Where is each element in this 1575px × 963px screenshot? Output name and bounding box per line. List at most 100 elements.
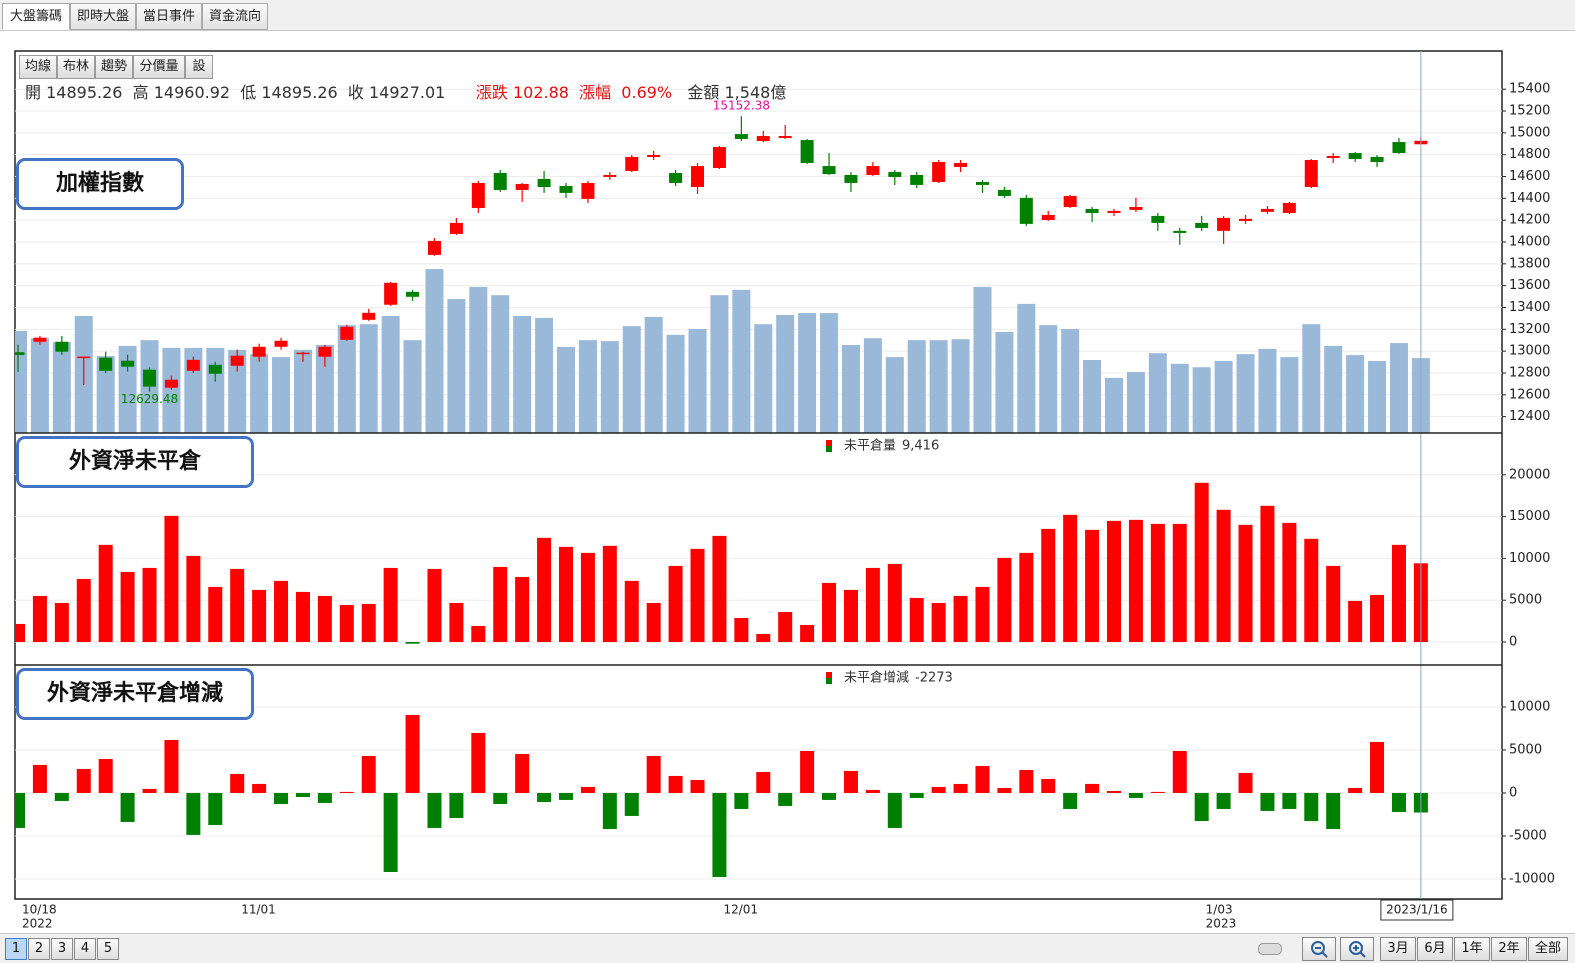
x-year-label: 2022: [22, 917, 53, 931]
bar: [1260, 505, 1275, 643]
legend-swatch: [826, 440, 832, 446]
y-tick-label: -5000: [1509, 828, 1547, 843]
bar: [865, 567, 880, 643]
y-tick-label: 0: [1509, 785, 1517, 800]
tab[interactable]: 資金流向: [202, 3, 268, 30]
label: 收: [347, 83, 364, 102]
bar: [887, 792, 902, 828]
candle-body: [15, 352, 25, 355]
volume-bar: [1126, 372, 1145, 433]
cursor-date-box: [1380, 899, 1454, 921]
bar: [142, 567, 157, 643]
bar: [559, 792, 573, 800]
panel-title: 外資淨未平倉: [16, 436, 254, 488]
bar: [405, 714, 420, 793]
tab[interactable]: 大盤籌碼: [2, 3, 70, 30]
volume-bar: [1170, 363, 1189, 433]
y-tick-label: 10000: [1509, 551, 1550, 566]
volume-bar: [666, 334, 685, 433]
tool-button[interactable]: 分價量: [133, 55, 185, 79]
legend-swatch: [826, 446, 832, 452]
bar: [537, 792, 552, 802]
bar: [274, 792, 289, 804]
range-button[interactable]: 6月: [1417, 937, 1453, 961]
tool-button[interactable]: 均線: [19, 55, 57, 79]
bar: [931, 786, 946, 793]
bar: [252, 783, 267, 793]
tab[interactable]: 當日事件: [136, 3, 202, 30]
bar: [1041, 778, 1056, 793]
bar: [15, 623, 25, 643]
page-button[interactable]: 2: [28, 938, 50, 960]
bar: [361, 755, 376, 793]
range-button[interactable]: 1年: [1454, 937, 1490, 961]
volume-bar: [995, 331, 1014, 433]
tool-button[interactable]: 趨勢: [95, 55, 133, 79]
bar: [32, 595, 47, 643]
label: 高: [132, 83, 149, 102]
bar: [822, 792, 837, 800]
bar: [800, 750, 815, 793]
volume-bar: [863, 338, 882, 433]
bar: [186, 555, 201, 643]
bar: [295, 591, 310, 643]
range-button[interactable]: 2年: [1491, 937, 1527, 961]
scroll-handle[interactable]: [1258, 943, 1282, 955]
bar: [712, 535, 727, 643]
candle-body: [164, 379, 178, 388]
bar: [383, 567, 398, 643]
bar: [909, 792, 924, 798]
volume-bar: [776, 315, 795, 433]
y-tick-label: 15000: [1509, 125, 1550, 140]
page-button[interactable]: 4: [74, 938, 96, 960]
volume-bar: [820, 313, 839, 433]
page-button[interactable]: 5: [97, 938, 119, 960]
tab[interactable]: 即時大盤: [70, 3, 136, 30]
bar: [580, 786, 595, 793]
value: 102.88: [512, 83, 569, 102]
zoom-out[interactable]: [1302, 937, 1336, 961]
bar: [690, 548, 705, 643]
bar: [953, 783, 968, 793]
bar: [865, 789, 880, 793]
volume-bar: [272, 357, 291, 433]
bar: [931, 602, 946, 643]
bar: [383, 792, 398, 872]
bar: [1370, 594, 1385, 643]
candle-body: [1239, 218, 1253, 221]
candle-body: [691, 166, 705, 187]
volume-bar: [710, 295, 729, 433]
x-tick-label: 11/01: [241, 903, 276, 917]
y-tick-label: 14000: [1509, 235, 1550, 250]
bar: [274, 580, 289, 643]
y-tick-label: 0: [1509, 635, 1517, 650]
bar: [756, 633, 771, 643]
bar: [1304, 792, 1319, 821]
range-button[interactable]: 3月: [1380, 937, 1416, 961]
bar: [339, 791, 354, 793]
bar: [230, 568, 245, 643]
candle-body: [669, 173, 683, 183]
bar: [778, 792, 793, 806]
y-tick-label: 12600: [1509, 387, 1550, 402]
volume-bar: [973, 286, 992, 433]
page-button[interactable]: 3: [51, 938, 73, 960]
candle-body: [230, 355, 244, 366]
range-button[interactable]: 全部: [1528, 937, 1568, 961]
bar: [537, 537, 552, 643]
tool-button[interactable]: 設: [185, 55, 213, 79]
tool-button[interactable]: 布林: [57, 55, 95, 79]
candle-body: [1370, 156, 1384, 162]
candle-body: [647, 155, 661, 157]
bar: [1107, 790, 1121, 793]
volume-bar: [293, 349, 312, 433]
volume-bar: [1324, 345, 1343, 433]
bar: [493, 792, 508, 804]
zoom-in[interactable]: [1340, 937, 1374, 961]
volume-bar: [250, 354, 269, 433]
label: 低: [240, 83, 257, 102]
candle-body: [1217, 217, 1231, 231]
volume-bar: [337, 325, 356, 433]
label: 漲跌: [475, 83, 508, 102]
page-button[interactable]: 1: [5, 938, 27, 960]
